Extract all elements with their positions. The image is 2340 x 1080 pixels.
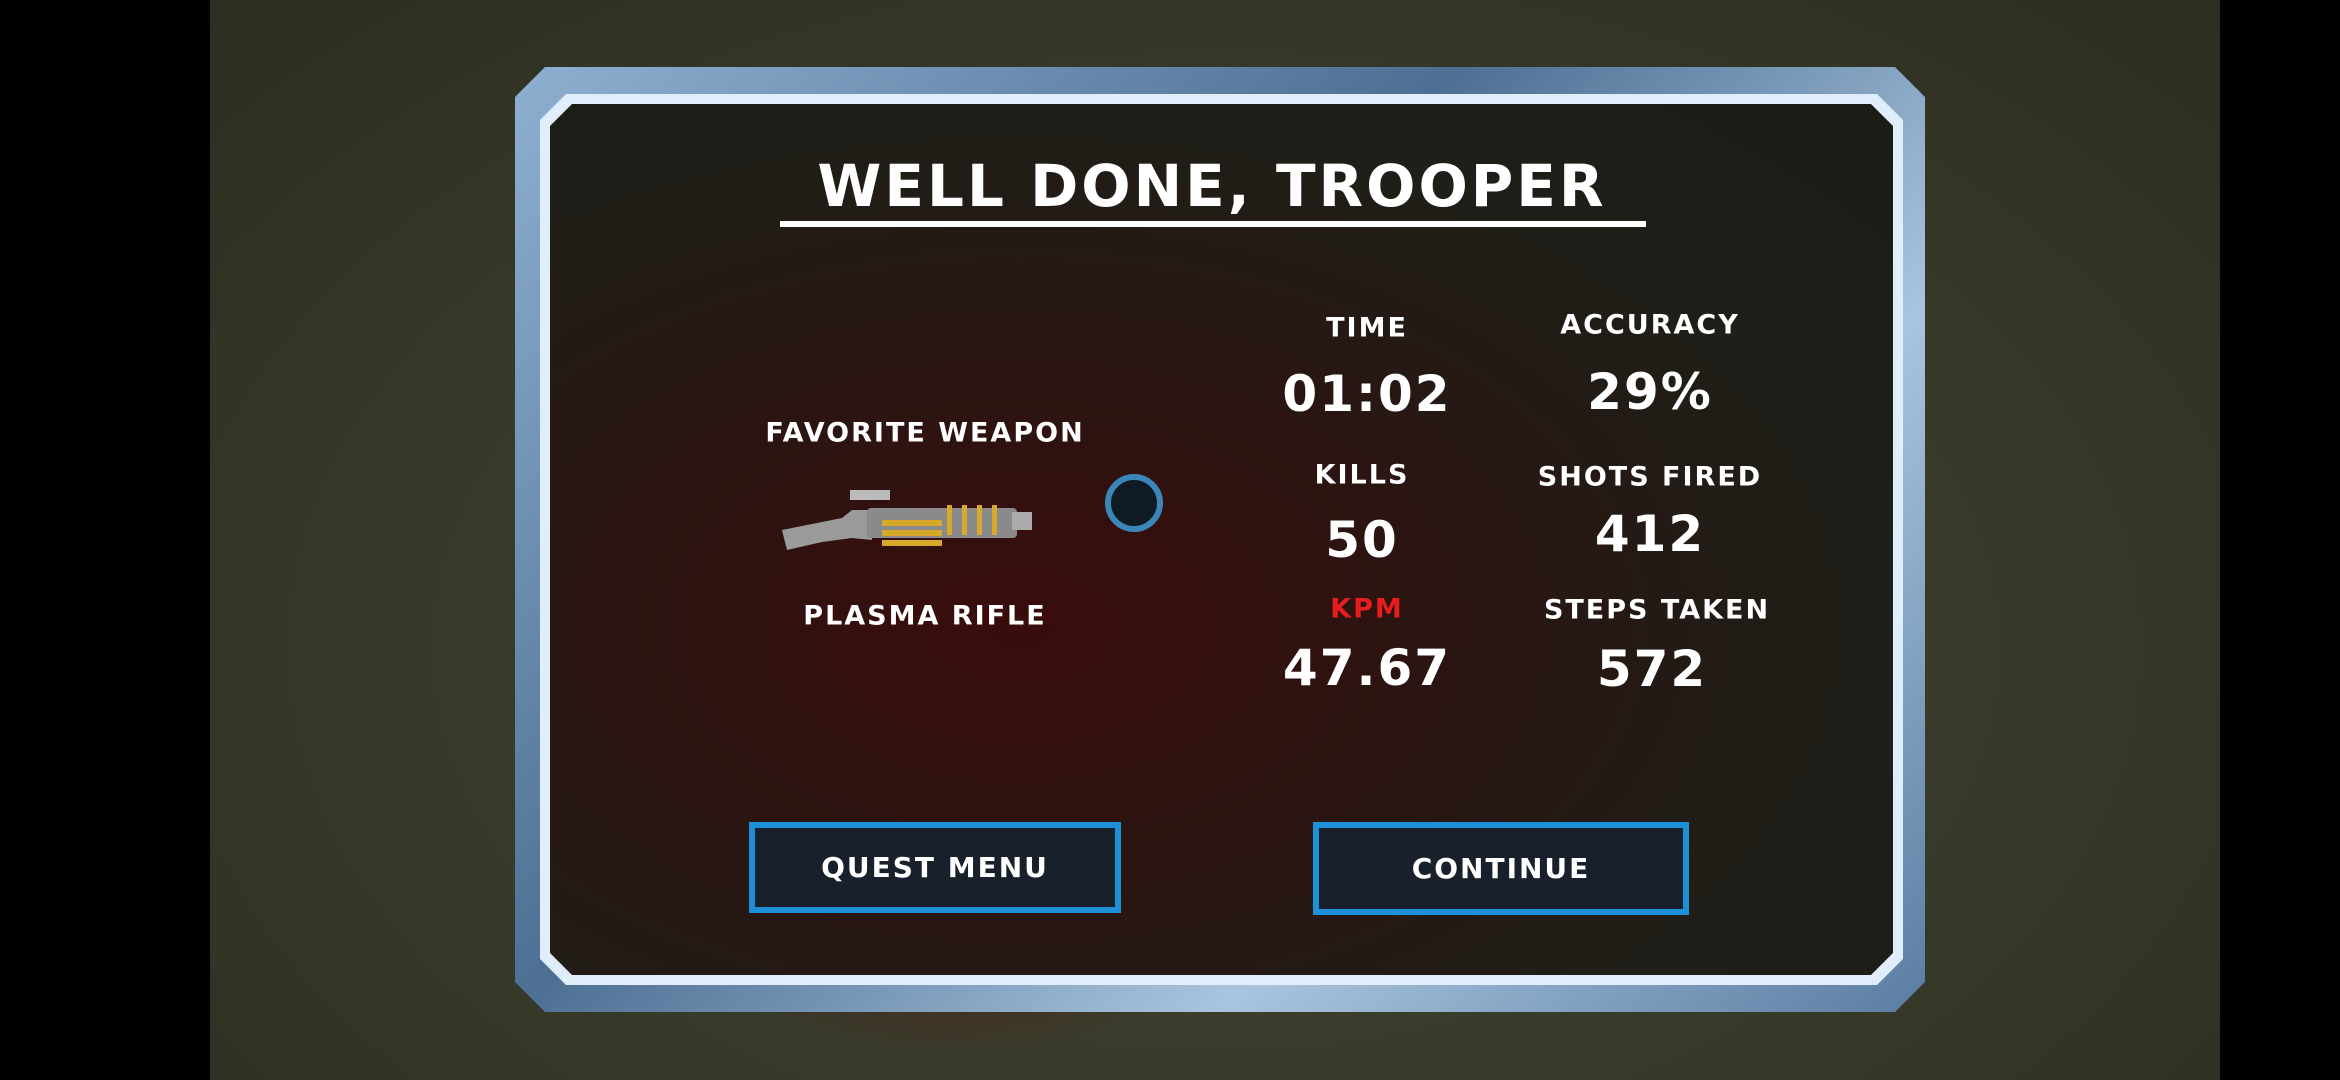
favorite-weapon-label: FAVORITE WEAPON [765, 417, 1085, 449]
continue-label: CONTINUE [1411, 852, 1591, 885]
time-label: TIME [1326, 312, 1408, 344]
quest-menu-label: QUEST MENU [821, 851, 1049, 884]
page-title: WELL DONE, TROOPER [817, 152, 1607, 220]
shots-fired-value: 412 [1594, 505, 1706, 563]
steps-taken-label: STEPS TAKEN [1543, 594, 1771, 626]
kpm-label: KPM [1330, 593, 1404, 625]
title-underline [780, 221, 1646, 227]
accuracy-label: ACCURACY [1560, 309, 1740, 341]
kills-label: KILLS [1314, 459, 1410, 491]
steps-taken-value: 572 [1596, 640, 1708, 698]
continue-button[interactable]: CONTINUE [1313, 822, 1689, 915]
accuracy-value: 29% [1587, 363, 1713, 421]
time-value: 01:02 [1282, 365, 1452, 423]
kpm-value: 47.67 [1282, 639, 1452, 697]
kills-value: 50 [1325, 511, 1399, 569]
plasma-rifle-icon [782, 490, 1032, 550]
quest-menu-button[interactable]: QUEST MENU [749, 822, 1121, 913]
shots-fired-label: SHOTS FIRED [1537, 461, 1763, 493]
favorite-weapon-name: PLASMA RIFLE [803, 600, 1047, 632]
reload-ring-icon [1105, 474, 1163, 532]
